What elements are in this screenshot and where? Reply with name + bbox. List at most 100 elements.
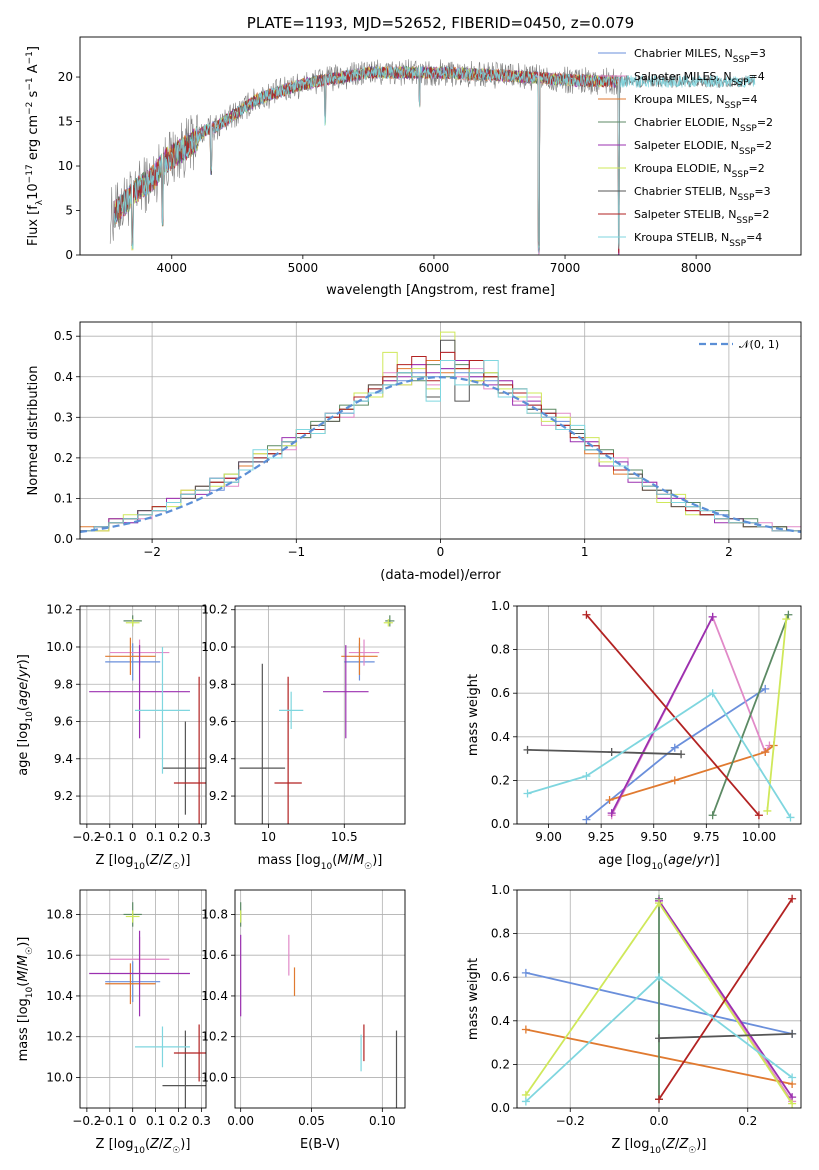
y-tick-label: 0.6 bbox=[491, 970, 510, 984]
grid-age-vs-Z bbox=[80, 606, 206, 824]
y-tick-label: 10 bbox=[58, 159, 73, 173]
x-tick-label: 10.00 bbox=[742, 830, 776, 844]
axes-frame bbox=[234, 605, 406, 825]
weight-point bbox=[761, 684, 770, 693]
y-tick-label: 0.4 bbox=[54, 370, 73, 384]
weight-point bbox=[605, 796, 614, 805]
y-tick-label: 0.1 bbox=[54, 491, 73, 505]
y-tick-label: 9.2 bbox=[209, 789, 228, 803]
weight-point bbox=[521, 1097, 530, 1106]
weight-line bbox=[527, 749, 682, 756]
y-tick-label: 0.2 bbox=[54, 451, 73, 465]
errorbar-salpeter-elodie bbox=[323, 645, 369, 739]
y-axis-label: age [log10(age/yr)] bbox=[16, 654, 35, 776]
x-tick-label: 0.05 bbox=[298, 1114, 325, 1128]
x-tick-label: 6000 bbox=[419, 261, 450, 275]
weight-point bbox=[782, 615, 791, 624]
panel-age-vs-mass: 10 10.5 9.2 9.4 9.6 9.8 10.0 10.2 mass [log10(M/… bbox=[201, 603, 406, 872]
weight-series-chabrier-miles bbox=[582, 684, 770, 824]
legend-label: Salpeter ELODIE, NSSP=2 bbox=[634, 139, 772, 157]
legend-label: Kroupa ELODIE, NSSP=2 bbox=[634, 162, 765, 180]
x-tick-label: −0.2 bbox=[72, 1114, 101, 1128]
chart-title: PLATE=1193, MJD=52652, FIBERID=0450, z=0… bbox=[247, 14, 634, 32]
x-tick-label: −1 bbox=[287, 545, 305, 559]
x-tick-label: 9.75 bbox=[693, 830, 720, 844]
legend: 𝒩(0, 1) bbox=[699, 338, 779, 351]
x-axis-label: (data-model)/error bbox=[380, 568, 501, 583]
panel-residuals: −2 −1 0 1 2 0.0 0.1 0.2 0.3 0.4 0.5 (data-model)/er… bbox=[26, 321, 802, 583]
plot-area-residuals bbox=[80, 331, 801, 539]
x-tick-label: 10.5 bbox=[331, 830, 358, 844]
x-tick-label: 8000 bbox=[681, 261, 712, 275]
y-tick-label: 0.2 bbox=[491, 1057, 510, 1071]
x-tick-label: 5000 bbox=[288, 261, 319, 275]
weight-line bbox=[609, 744, 775, 801]
weight-series-chabrier-stelib bbox=[655, 1029, 797, 1043]
x-tick-label: 0 bbox=[129, 830, 137, 844]
model-spectrum-kroupa-stelib bbox=[113, 65, 756, 253]
y-tick-label: 10.6 bbox=[46, 948, 73, 962]
gaussian-curve bbox=[80, 376, 801, 533]
y-tick-label: 10.0 bbox=[201, 1070, 228, 1084]
errorbar-kroupa-elodie bbox=[125, 619, 140, 627]
legend-label: Salpeter MILES, NSSP=4 bbox=[634, 70, 765, 88]
errorbar-kroupa-stelib bbox=[134, 1026, 190, 1068]
errorbar-kroupa-stelib bbox=[279, 691, 304, 729]
plot-area-age-vs-Z bbox=[89, 615, 206, 824]
weight-line bbox=[610, 616, 714, 814]
legend: Chabrier MILES, NSSP=3 Salpeter MILES, NS… bbox=[598, 47, 773, 249]
weight-point bbox=[754, 811, 763, 820]
errorbar-salpeter-elodie bbox=[89, 930, 190, 1017]
y-tick-label: 10.4 bbox=[46, 989, 73, 1003]
axes-frame bbox=[516, 889, 802, 1109]
y-axis-label: Normed distribution bbox=[26, 366, 41, 496]
axes-frame bbox=[79, 605, 207, 825]
weight-point bbox=[670, 743, 679, 752]
grid-age-vs-mass bbox=[235, 606, 405, 824]
y-tick-label: 9.8 bbox=[54, 677, 73, 691]
axes-frame bbox=[79, 321, 802, 540]
weight-line bbox=[610, 614, 771, 816]
y-axis-label: Flux [fλ10−17 erg cm−2 s−1 A−1] bbox=[25, 46, 45, 246]
x-axis-label: E(B-V) bbox=[300, 1137, 340, 1152]
x-axis-label: Z [log10(Z/Z☉)] bbox=[96, 1137, 191, 1156]
plot-area-weight-vs-age bbox=[523, 610, 795, 824]
weight-series-salpeter-miles bbox=[607, 612, 774, 820]
weight-point bbox=[655, 973, 663, 982]
y-tick-label: 9.8 bbox=[209, 677, 228, 691]
weight-point bbox=[784, 610, 793, 619]
weight-point bbox=[655, 1095, 663, 1104]
y-tick-label: 10.0 bbox=[46, 640, 73, 654]
weight-line bbox=[585, 614, 760, 816]
y-axis-label: mass weight bbox=[466, 958, 481, 1040]
weight-point bbox=[786, 813, 795, 822]
x-axis-label: mass [log10(M/M☉)] bbox=[258, 853, 383, 872]
weight-point bbox=[763, 806, 772, 815]
x-axis-label: Z [log10(Z/Z☉)] bbox=[96, 853, 191, 872]
weight-series-chabrier-elodie bbox=[708, 610, 793, 820]
y-tick-label: 10.6 bbox=[201, 948, 228, 962]
y-tick-label: 9.4 bbox=[209, 752, 228, 766]
y-tick-label: 0.4 bbox=[491, 730, 510, 744]
grid-mass-vs-ebv bbox=[235, 890, 405, 1108]
y-tick-label: 0.0 bbox=[491, 817, 510, 831]
y-tick-label: 10.0 bbox=[201, 640, 228, 654]
errorbar-chabrier-miles bbox=[105, 961, 161, 1003]
errorbar-salpeter-stelib bbox=[274, 676, 302, 824]
legend-label: Chabrier ELODIE, NSSP=2 bbox=[634, 116, 773, 134]
x-tick-label: 9.00 bbox=[535, 830, 562, 844]
errorbar-kroupa-miles bbox=[105, 637, 156, 675]
legend-label: Kroupa STELIB, NSSP=4 bbox=[634, 231, 762, 249]
panel-weight-vs-age: 9.00 9.25 9.50 9.75 10.00 0.0 0.2 0.4 0.6 0.8 1.0 a… bbox=[466, 599, 802, 872]
errorbar-kroupa-elodie bbox=[383, 619, 393, 627]
y-tick-label: 10.2 bbox=[46, 603, 73, 617]
weight-point bbox=[788, 894, 797, 903]
weight-point bbox=[788, 1073, 797, 1082]
y-tick-label: 0.8 bbox=[491, 643, 510, 657]
errorbar-kroupa-miles bbox=[341, 637, 378, 675]
weight-series-kroupa-elodie bbox=[521, 899, 797, 1108]
weight-line bbox=[658, 898, 793, 1100]
x-tick-label: 0.3 bbox=[192, 1114, 211, 1128]
weight-point bbox=[521, 968, 530, 977]
weight-series-kroupa-stelib bbox=[521, 973, 797, 1106]
